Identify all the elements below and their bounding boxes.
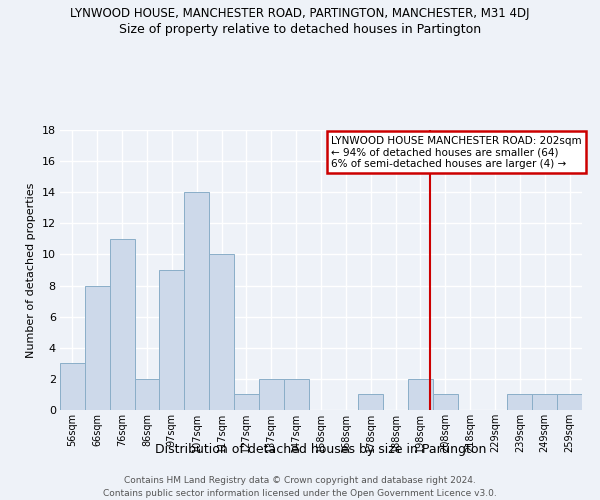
Y-axis label: Number of detached properties: Number of detached properties	[26, 182, 36, 358]
Bar	[433, 394, 458, 410]
Bar	[134, 379, 160, 410]
Text: Distribution of detached houses by size in Partington: Distribution of detached houses by size …	[155, 442, 487, 456]
Bar	[408, 379, 433, 410]
Text: Contains public sector information licensed under the Open Government Licence v3: Contains public sector information licen…	[103, 489, 497, 498]
Text: Contains HM Land Registry data © Crown copyright and database right 2024.: Contains HM Land Registry data © Crown c…	[124, 476, 476, 485]
Bar	[85, 286, 110, 410]
Bar	[508, 394, 532, 410]
Bar	[358, 394, 383, 410]
Bar	[259, 379, 284, 410]
Text: LYNWOOD HOUSE, MANCHESTER ROAD, PARTINGTON, MANCHESTER, M31 4DJ: LYNWOOD HOUSE, MANCHESTER ROAD, PARTINGT…	[70, 8, 530, 20]
Bar	[234, 394, 259, 410]
Bar	[60, 364, 85, 410]
Bar	[160, 270, 184, 410]
Text: Size of property relative to detached houses in Partington: Size of property relative to detached ho…	[119, 22, 481, 36]
Bar	[110, 239, 134, 410]
Bar	[209, 254, 234, 410]
Bar	[532, 394, 557, 410]
Bar	[284, 379, 308, 410]
Text: LYNWOOD HOUSE MANCHESTER ROAD: 202sqm
← 94% of detached houses are smaller (64)
: LYNWOOD HOUSE MANCHESTER ROAD: 202sqm ← …	[331, 136, 582, 169]
Bar	[184, 192, 209, 410]
Bar	[557, 394, 582, 410]
